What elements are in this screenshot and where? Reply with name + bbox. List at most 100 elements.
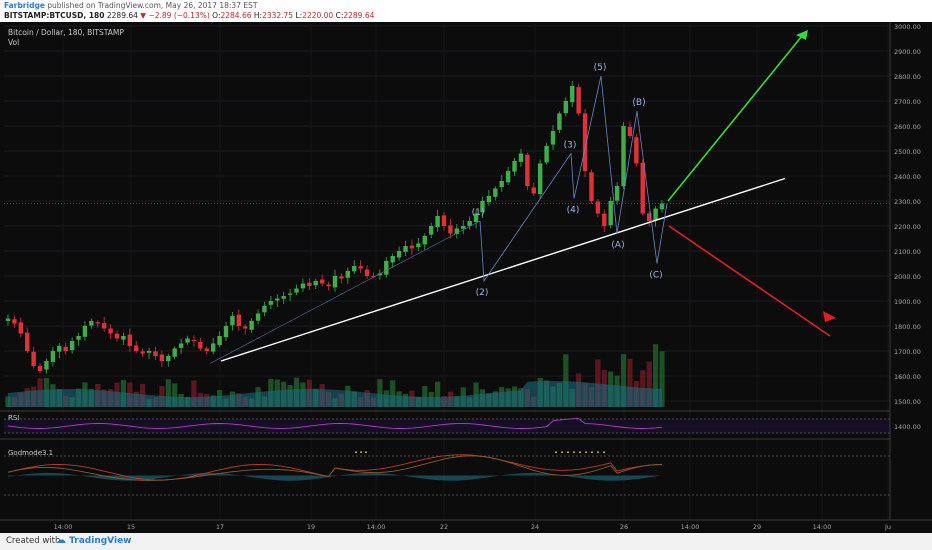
candle-body — [18, 322, 24, 334]
candle-body — [499, 181, 504, 188]
candle-body — [76, 336, 81, 340]
bullish-arrow — [667, 32, 805, 202]
candle-body — [448, 225, 453, 234]
y-tick-label: 1400.00 — [894, 423, 921, 431]
last-price: 2289.64 — [106, 11, 138, 20]
candle-body — [473, 213, 479, 223]
candle-body — [236, 314, 242, 326]
author-link[interactable]: Farbridge — [4, 1, 45, 10]
candle-body — [461, 226, 466, 229]
price-chart[interactable]: 2289.6422:33(1)(2)(3)(4)(5)(A)(B)(C) 50.… — [0, 22, 932, 533]
candle-body — [505, 171, 511, 183]
candle-body — [101, 323, 107, 329]
publish-info: published on TradingView.com, May 26, 20… — [47, 1, 258, 10]
wave-label: (B) — [632, 98, 645, 108]
wave-label: (A) — [611, 241, 624, 251]
x-tick-label: 19 — [307, 523, 315, 531]
candle-body — [441, 215, 447, 226]
candle-body — [364, 269, 370, 276]
open-value: 2284.66 — [220, 11, 252, 20]
candle-body — [659, 203, 665, 210]
candle-body — [608, 201, 613, 226]
candle-body — [121, 336, 126, 340]
y-tick-label: 2700.00 — [894, 98, 921, 106]
candle-body — [57, 346, 62, 352]
candle-body — [563, 101, 569, 114]
candle-body — [428, 226, 434, 235]
candle-body — [140, 351, 145, 354]
wave-label: (3) — [564, 141, 577, 151]
y-tick-label: 2600.00 — [894, 123, 921, 131]
candle-body — [31, 351, 36, 366]
candle-body — [287, 293, 293, 295]
candle-body — [493, 188, 498, 197]
candle-body — [537, 163, 543, 195]
candle-body — [243, 326, 248, 329]
candle-body — [307, 282, 312, 286]
candle-body — [621, 126, 626, 187]
tradingview-logo[interactable]: ☁ TradingView — [56, 535, 132, 546]
volume-bar — [563, 354, 569, 407]
y-tick-label: 1500.00 — [894, 398, 921, 406]
candle-body — [486, 196, 492, 203]
volume-bar — [191, 380, 197, 407]
candle-body — [5, 318, 11, 321]
y-tick-label: 2100.00 — [894, 248, 921, 256]
candle-body — [319, 279, 325, 284]
volume-bar — [172, 383, 178, 407]
candle-body — [377, 273, 383, 276]
candle-body — [602, 213, 607, 226]
candle-body — [653, 208, 658, 221]
candle-body — [95, 322, 100, 324]
candle-body — [634, 137, 639, 164]
publish-line: Farbridge published on TradingView.com, … — [4, 1, 257, 10]
created-with-text: Created with — [6, 536, 61, 546]
candle-body — [614, 186, 620, 201]
open-label: O: — [212, 11, 221, 20]
y-tick-label: 2800.00 — [894, 73, 921, 81]
symbol-label: BITSTAMP:BTCUSD, 180 — [4, 11, 105, 20]
candle-body — [172, 348, 177, 357]
volume-bar — [377, 379, 383, 407]
bullish-arrowhead — [796, 30, 808, 40]
candle-body — [159, 354, 165, 361]
candle-body — [557, 113, 562, 130]
close-label: C: — [335, 11, 344, 20]
oscillator-label: Godmode3.1 — [8, 449, 53, 457]
high-label: H: — [253, 11, 263, 20]
candle-body — [37, 366, 43, 371]
osc-dot — [360, 451, 362, 453]
rsi-band — [4, 419, 890, 433]
close-value: 2289.64 — [343, 11, 375, 20]
osc-dot — [365, 451, 367, 453]
x-tick-label: 14:00 — [681, 523, 700, 531]
candle-body — [371, 275, 376, 277]
candle-body — [153, 351, 158, 356]
candle-body — [191, 339, 197, 341]
candle-body — [69, 341, 75, 351]
candle-body — [531, 187, 536, 194]
volume-bar — [434, 381, 441, 407]
candle-body — [82, 326, 88, 337]
candle-body — [313, 281, 318, 286]
osc-dot — [561, 451, 563, 453]
wave-label: (4) — [567, 206, 580, 216]
volume-bar — [620, 354, 627, 407]
bearish-arrow — [668, 225, 831, 337]
ohlc-line: BITSTAMP:BTCUSD, 180 2289.64 ▼ −2.89 (−0… — [4, 11, 374, 20]
x-tick-label: 14:00 — [367, 523, 386, 531]
candle-body — [454, 228, 460, 234]
candle-body — [114, 333, 120, 339]
candle-body — [230, 316, 235, 326]
candle-body — [640, 162, 645, 214]
x-tick-label: 15 — [127, 523, 135, 531]
candle-body — [63, 346, 68, 351]
volume-bar — [646, 361, 652, 407]
footer: Created with ☁ TradingView — [0, 533, 932, 550]
y-tick-label: 2000.00 — [894, 273, 921, 281]
candle-body — [44, 361, 49, 370]
y-tick-label: 2500.00 — [894, 148, 921, 156]
candle-body — [268, 301, 274, 305]
y-tick-label: 1900.00 — [894, 298, 921, 306]
candle-body — [50, 351, 56, 362]
